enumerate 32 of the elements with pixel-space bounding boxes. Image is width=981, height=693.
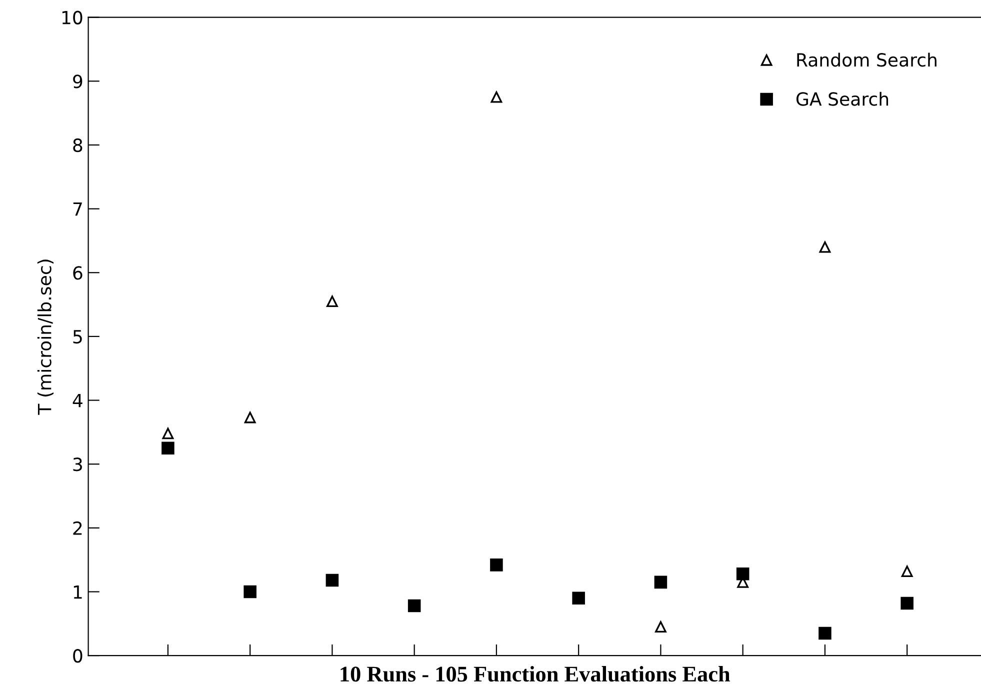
point — [244, 412, 256, 424]
y-axis-title: T (microin/lb.sec) — [37, 260, 54, 415]
y-tick-label: 6 — [73, 266, 82, 280]
y-tick-label: 2 — [73, 521, 82, 535]
point — [901, 566, 913, 578]
point — [818, 626, 832, 640]
y-tick-label: 4 — [72, 394, 82, 408]
point — [326, 296, 338, 308]
point — [162, 442, 174, 455]
y-tick-label: 5 — [73, 330, 82, 344]
point — [244, 585, 256, 598]
y-tick-label: 9 — [73, 74, 82, 88]
point — [736, 567, 750, 580]
point — [490, 91, 502, 103]
point — [900, 596, 914, 610]
y-tick-label: 7 — [73, 202, 82, 216]
y-tick-label: 8 — [73, 138, 82, 152]
y-tick-label: 0 — [73, 649, 82, 663]
point — [162, 428, 174, 440]
legend-label: GA Search — [796, 92, 888, 106]
y-tick-label: 1 — [74, 585, 82, 599]
y-tick-label: 3 — [73, 458, 82, 472]
point — [819, 241, 831, 253]
point — [572, 592, 585, 605]
point — [655, 621, 666, 633]
point — [408, 599, 421, 612]
x-axis-title: 10 Runs - 105 Function Evaluations Each — [340, 666, 730, 682]
point — [326, 574, 339, 587]
y-tick-label: 10 — [62, 10, 82, 24]
point — [654, 576, 668, 589]
legend-label: Random Search — [797, 52, 936, 67]
point — [490, 558, 503, 572]
